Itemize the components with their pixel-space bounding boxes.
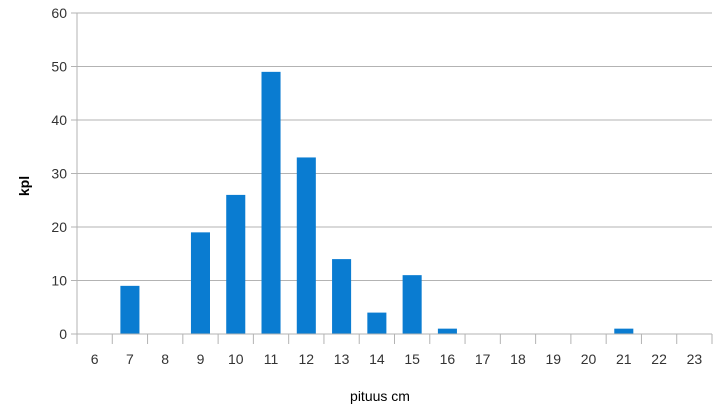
y-tick-label: 20 bbox=[51, 219, 67, 235]
y-tick-label: 60 bbox=[51, 5, 67, 21]
y-tick-label: 0 bbox=[59, 326, 67, 342]
x-tick-label: 18 bbox=[510, 351, 526, 367]
x-axis-title: pituus cm bbox=[350, 388, 410, 404]
x-tick-label: 22 bbox=[651, 351, 667, 367]
x-tick-label: 16 bbox=[440, 351, 456, 367]
y-tick-label: 50 bbox=[51, 59, 67, 75]
grid-lines bbox=[71, 12, 712, 281]
bar-13 bbox=[332, 259, 352, 334]
y-tick-labels: 0 10 20 30 40 50 60 bbox=[51, 5, 67, 342]
axes bbox=[71, 13, 713, 344]
bars bbox=[120, 71, 634, 334]
x-tick-labels: 6 7 8 9 10 11 12 13 14 15 16 17 18 19 20 21 22 23 bbox=[91, 351, 703, 367]
y-tick-label: 30 bbox=[51, 166, 67, 182]
x-tick-label: 21 bbox=[616, 351, 632, 367]
bar-7 bbox=[120, 285, 140, 334]
x-tick-label: 12 bbox=[299, 351, 315, 367]
x-tick-label: 15 bbox=[404, 351, 420, 367]
x-tick-label: 23 bbox=[687, 351, 703, 367]
bar-21 bbox=[614, 328, 634, 334]
bar-9 bbox=[190, 232, 210, 334]
x-tick-label: 17 bbox=[475, 351, 491, 367]
bar-16 bbox=[437, 328, 457, 334]
x-tick-label: 6 bbox=[91, 351, 99, 367]
x-tick-label: 9 bbox=[197, 351, 205, 367]
bar-14 bbox=[367, 312, 387, 334]
x-tick-label: 19 bbox=[545, 351, 561, 367]
bar-15 bbox=[402, 275, 422, 334]
bar-11 bbox=[261, 71, 281, 334]
y-axis-title: kpl bbox=[16, 176, 32, 196]
x-tick-label: 8 bbox=[161, 351, 169, 367]
y-tick-label: 10 bbox=[51, 273, 67, 289]
bar-10 bbox=[226, 194, 246, 334]
x-tick-label: 7 bbox=[126, 351, 134, 367]
x-tick-label: 13 bbox=[334, 351, 350, 367]
x-tick-label: 11 bbox=[264, 351, 279, 367]
x-tick-label: 20 bbox=[581, 351, 597, 367]
x-tick-label: 14 bbox=[369, 351, 385, 367]
x-tick-label: 10 bbox=[228, 351, 244, 367]
bar-12 bbox=[296, 157, 316, 334]
y-tick-label: 40 bbox=[51, 112, 67, 128]
